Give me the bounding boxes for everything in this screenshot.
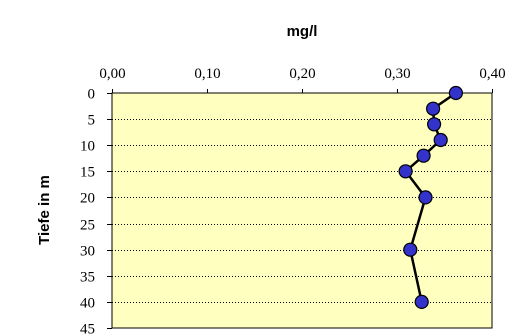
x-tick-label: 0,00 (99, 66, 125, 82)
y-tick-label: 15 (80, 165, 95, 181)
data-point (416, 148, 431, 163)
data-point (414, 294, 429, 309)
x-tick-label: 0,10 (194, 66, 220, 82)
y-tick-label: 40 (80, 296, 95, 312)
x-axis-title: mg/l (287, 23, 318, 40)
y-tick-label: 35 (80, 270, 95, 286)
series-group (398, 85, 463, 309)
data-point (418, 190, 433, 205)
x-tick-label: 0,20 (289, 66, 315, 82)
data-point (426, 101, 441, 116)
y-axis-title: Tiefe in m (36, 175, 53, 245)
data-point (433, 132, 448, 148)
data-point (403, 242, 418, 257)
x-axis: 0,00 0,10 0,20 0,30 0,40 (99, 66, 506, 93)
data-point (427, 117, 442, 132)
y-tick-label: 0 (88, 87, 96, 103)
x-tick-label: 0,40 (479, 66, 505, 82)
y-tick-label: 20 (80, 191, 95, 207)
y-tick-label: 25 (80, 218, 95, 234)
y-tick-label: 10 (80, 139, 95, 155)
data-point (398, 164, 413, 179)
x-tick-label: 0,30 (384, 66, 410, 82)
data-point (448, 85, 463, 101)
y-axis: 0 5 10 15 20 25 30 35 40 45 (80, 87, 112, 336)
y-tick-label: 30 (80, 244, 95, 260)
y-tick-label: 5 (88, 113, 96, 129)
plot-area (111, 92, 493, 329)
grid-lines (112, 119, 492, 303)
y-tick-label: 45 (80, 322, 95, 336)
